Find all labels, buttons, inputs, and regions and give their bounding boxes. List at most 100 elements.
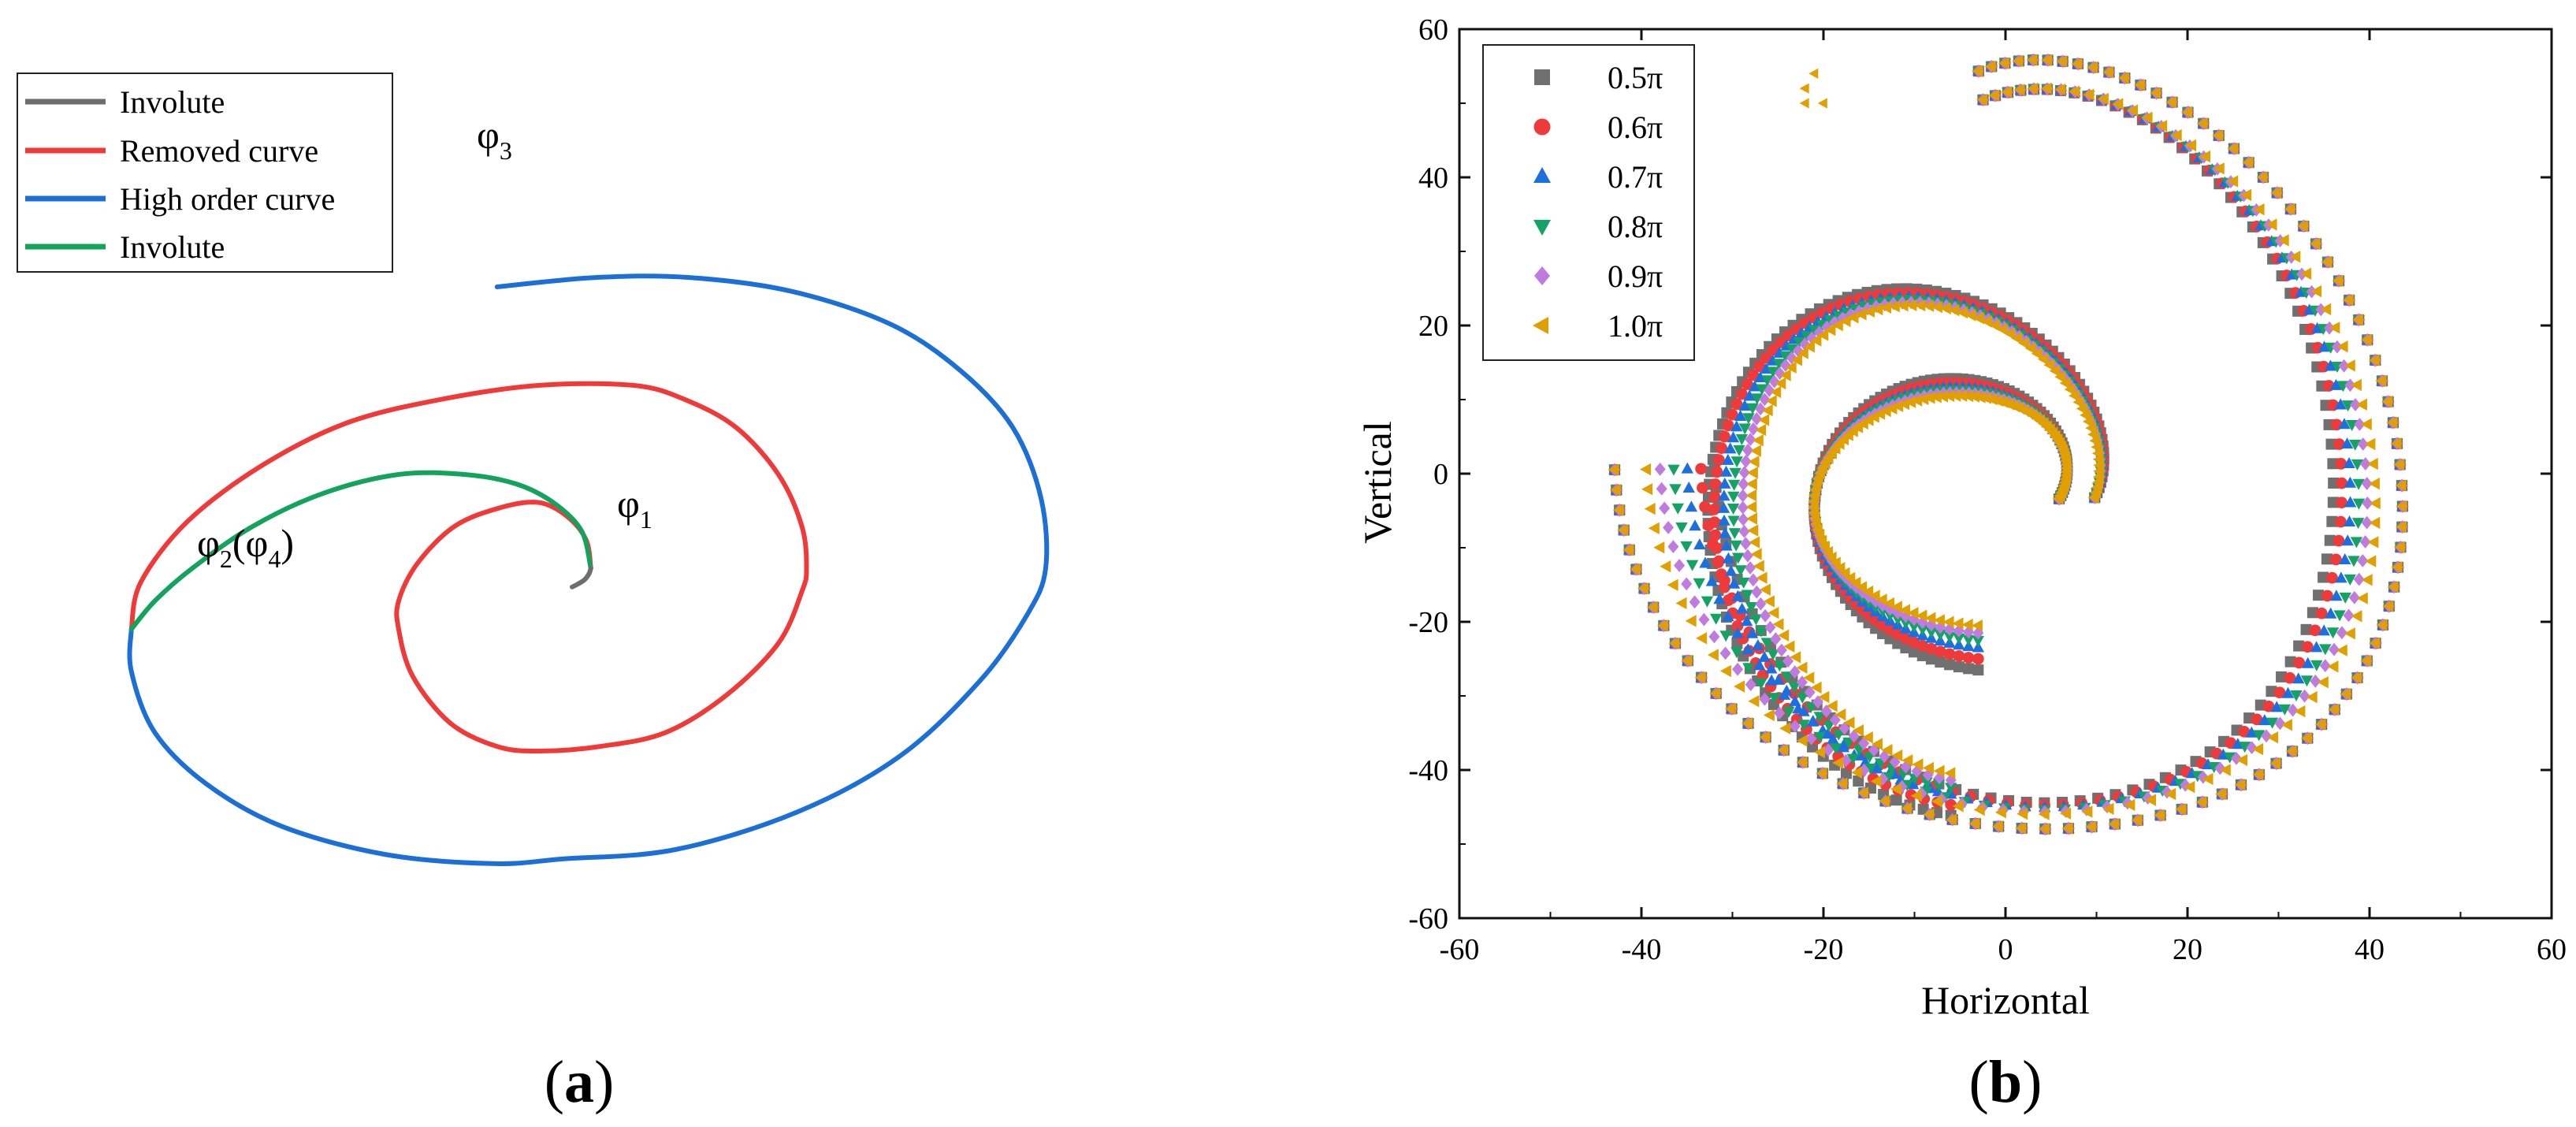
series-point (2341, 534, 2354, 546)
series-point (2242, 156, 2254, 169)
series-point (1748, 695, 1760, 708)
series-point (1722, 453, 1734, 465)
series-point (2004, 327, 2015, 340)
series-point (2319, 644, 2332, 656)
series-point (2224, 752, 2236, 764)
series-point (2321, 255, 2333, 269)
series-point (1709, 529, 1722, 541)
series-point (1720, 539, 1733, 551)
series-point (1868, 743, 1879, 757)
series-point (1708, 490, 1721, 503)
series-point (1751, 412, 1763, 426)
series-point (1822, 546, 1833, 559)
series-point (2245, 726, 2258, 738)
series-point (1663, 521, 1675, 534)
series-point (1847, 311, 1859, 324)
panel-a-spiral-diagram: Involute Removed curve High order curve … (17, 73, 1050, 1115)
series-point (2054, 370, 2066, 383)
series-point (1772, 618, 1784, 630)
series-point (1789, 665, 1801, 679)
series-point (1745, 500, 1757, 513)
series-point (1916, 624, 1929, 636)
series-point (2212, 129, 2224, 142)
series-point (1820, 705, 1832, 718)
series-point (1759, 583, 1771, 596)
series-point (1756, 384, 1768, 396)
series-point (1773, 660, 1786, 672)
series-point (1831, 319, 1843, 332)
series-point (2332, 274, 2344, 287)
series-point (2124, 798, 2136, 812)
series-point (2284, 203, 2295, 216)
y-tick-label: 40 (1418, 162, 1448, 195)
series-point (1648, 522, 1660, 534)
series-point (2227, 175, 2239, 188)
series-point (2011, 332, 2023, 344)
series-point (1991, 820, 2003, 833)
series-point (2353, 572, 2365, 586)
series-point (1943, 648, 1956, 660)
series-point (1872, 303, 1883, 316)
series-point (2266, 717, 2279, 729)
series-point (1746, 467, 1758, 479)
series-point (1908, 646, 1920, 658)
series-point (1749, 614, 1763, 626)
series-point (1752, 434, 1764, 447)
series-point (2185, 139, 2196, 152)
series-point (2369, 637, 2381, 649)
series-point (2013, 84, 2025, 96)
series-point (1770, 385, 1782, 399)
series-point (1780, 671, 1794, 683)
series-point (1891, 614, 1904, 626)
series-point (1830, 743, 1842, 755)
series-point (1944, 767, 1956, 779)
annotation-phi2-phi4: φ2(φ4) (197, 521, 294, 573)
y-tick-label: -20 (1408, 606, 1448, 639)
series-point (1868, 590, 1880, 602)
series-point (2227, 142, 2239, 155)
series-point (1931, 300, 1942, 314)
series-point (2381, 396, 2393, 408)
series-point (1779, 359, 1791, 372)
series-point (2318, 340, 2331, 352)
series-point (1905, 789, 1917, 801)
series-point (1796, 692, 1808, 704)
series-point (2329, 378, 2343, 390)
series-point (2376, 619, 2388, 631)
series-point (1905, 299, 1917, 311)
series-point (2102, 802, 2114, 815)
series-point (1741, 615, 1753, 627)
series-point (1693, 538, 1706, 550)
series-point (1972, 635, 1984, 647)
series-point (2326, 571, 2338, 584)
series-point (1914, 299, 1926, 312)
series-point (1883, 597, 1895, 610)
series-point (2293, 640, 2305, 652)
series-point (2341, 400, 2355, 412)
series-point (1780, 684, 1793, 696)
series-point (2041, 54, 2053, 66)
series-point (2081, 805, 2093, 818)
series-point (1910, 790, 1922, 802)
series-point (1901, 754, 1913, 767)
series-point (2181, 106, 2193, 119)
series-point (1837, 741, 1849, 753)
series-point (1882, 772, 1895, 783)
legend-label-0.6pi: 0.6π (1608, 110, 1663, 145)
series-point (1740, 537, 1752, 551)
series-point (2284, 671, 2296, 684)
series-point (1689, 595, 1701, 609)
series-point (1699, 500, 1711, 513)
series-point (2357, 437, 2369, 451)
series-point (1731, 590, 1744, 601)
series-point (1727, 431, 1740, 443)
series-point (2296, 220, 2308, 232)
series-point (1976, 94, 1988, 106)
annotation-phi1-subscript: 1 (640, 505, 652, 534)
series-point (2027, 82, 2039, 95)
series-point (2336, 477, 2348, 489)
series-point (2234, 779, 2246, 791)
series-point (1756, 571, 1768, 584)
series-point (1715, 442, 1728, 454)
series-point (2246, 741, 2258, 754)
